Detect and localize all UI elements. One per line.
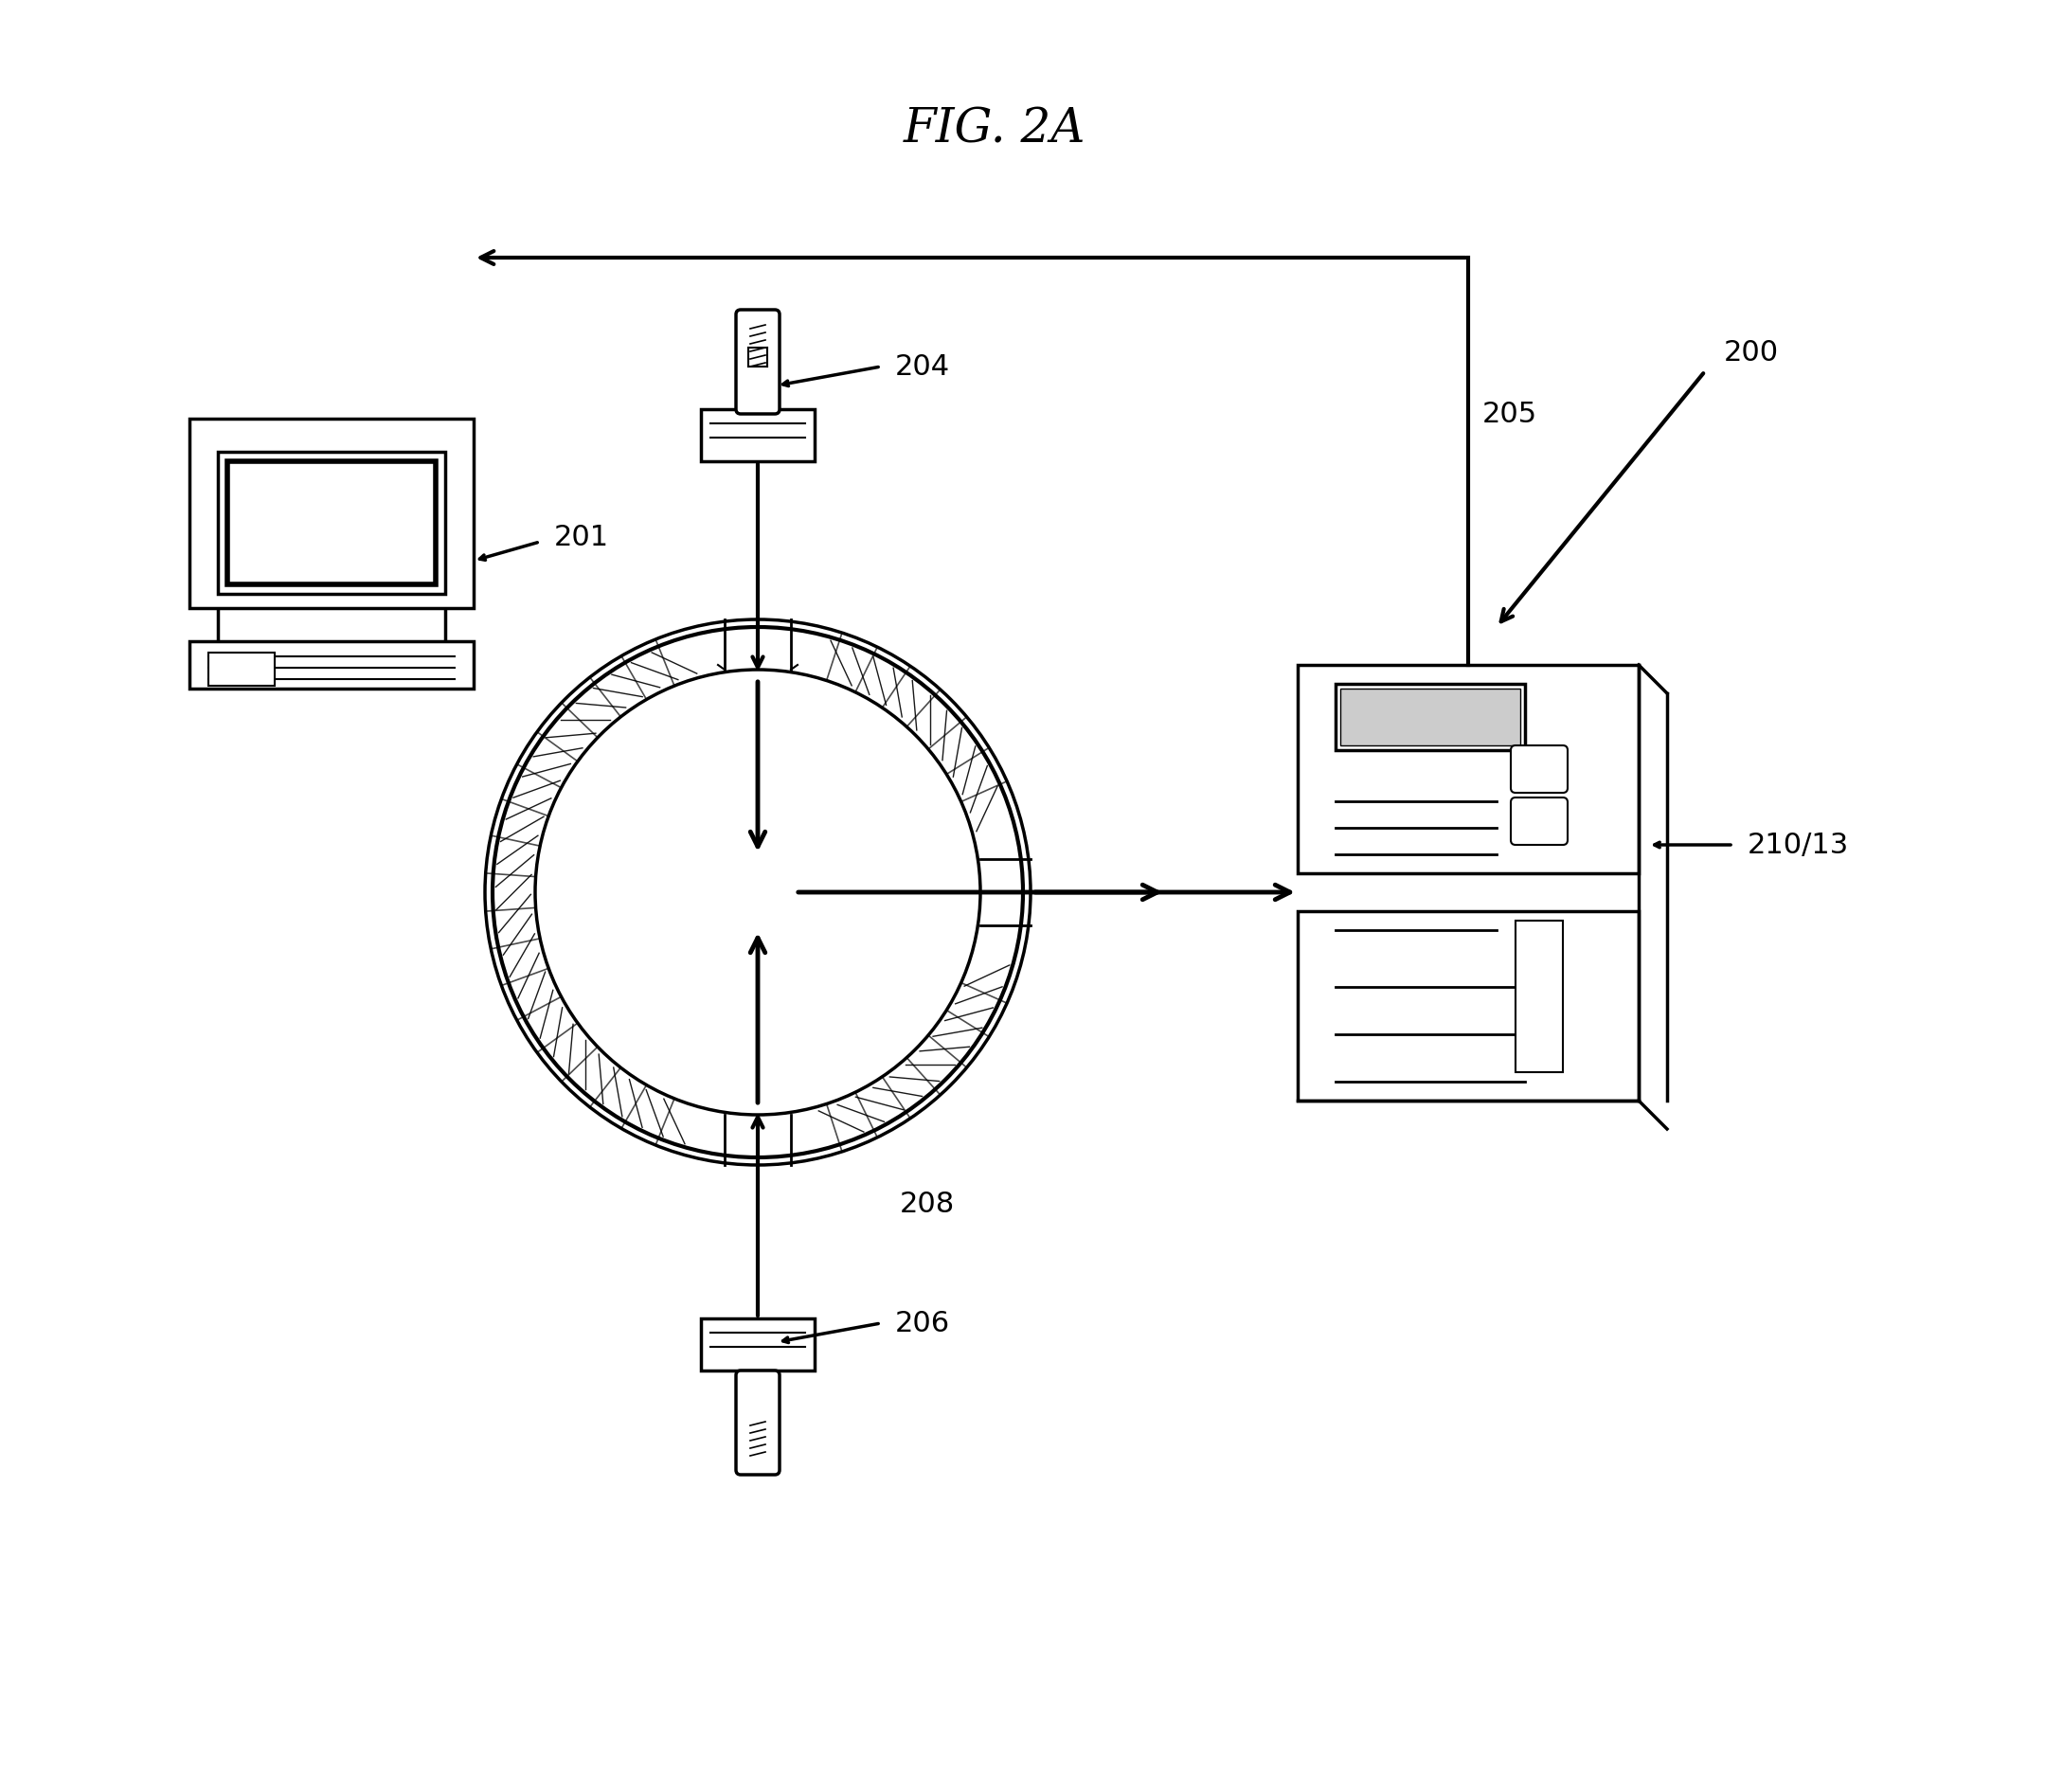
FancyBboxPatch shape [1511, 745, 1569, 792]
FancyBboxPatch shape [736, 1371, 779, 1475]
FancyBboxPatch shape [1339, 688, 1519, 745]
FancyBboxPatch shape [190, 642, 474, 688]
FancyBboxPatch shape [1511, 797, 1569, 844]
FancyBboxPatch shape [701, 409, 814, 461]
FancyBboxPatch shape [736, 310, 779, 414]
Text: 208: 208 [900, 1190, 955, 1219]
Text: 201: 201 [554, 523, 609, 550]
FancyBboxPatch shape [209, 652, 274, 686]
Text: 210/13: 210/13 [1748, 831, 1849, 858]
FancyBboxPatch shape [219, 604, 446, 645]
Text: FIG. 2A: FIG. 2A [904, 106, 1086, 152]
FancyBboxPatch shape [1299, 665, 1638, 873]
FancyBboxPatch shape [1299, 910, 1638, 1100]
FancyBboxPatch shape [219, 452, 446, 593]
FancyBboxPatch shape [701, 1319, 814, 1371]
FancyBboxPatch shape [1515, 921, 1562, 1072]
Text: 206: 206 [896, 1310, 951, 1337]
Text: 204: 204 [896, 353, 951, 380]
Text: 205: 205 [1483, 400, 1538, 428]
FancyBboxPatch shape [1335, 685, 1526, 751]
FancyBboxPatch shape [190, 419, 474, 607]
FancyBboxPatch shape [227, 461, 436, 584]
Text: 200: 200 [1724, 339, 1779, 366]
